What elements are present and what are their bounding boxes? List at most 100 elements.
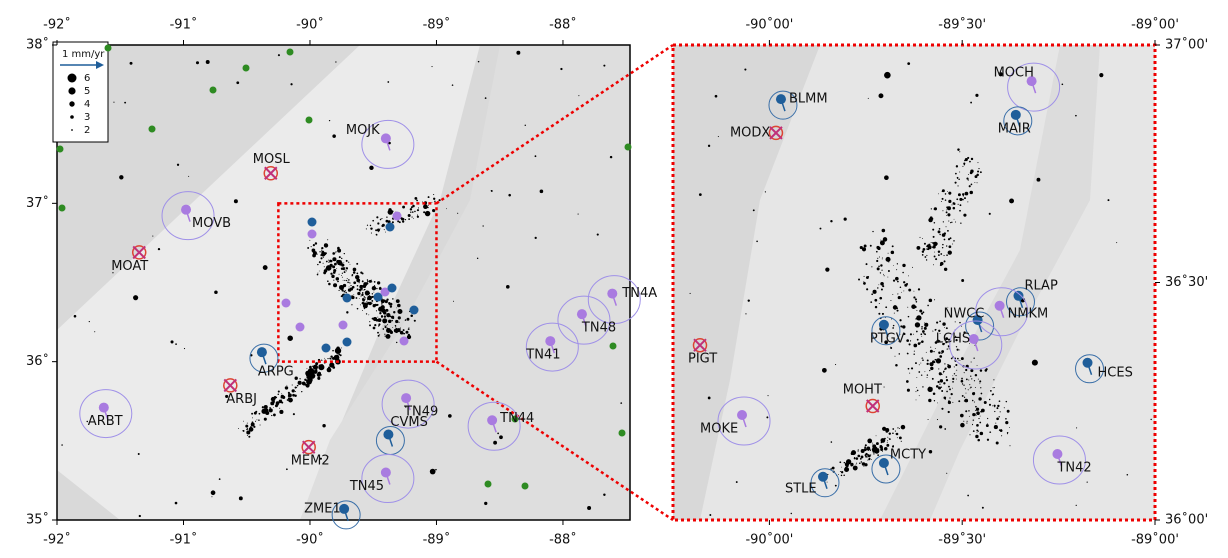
quake xyxy=(957,185,958,186)
quake xyxy=(838,474,839,475)
quake xyxy=(975,374,977,376)
quake xyxy=(946,245,947,246)
station-label: NWCC xyxy=(944,307,985,322)
quake xyxy=(281,393,282,394)
quake xyxy=(926,259,927,260)
quake xyxy=(977,439,980,442)
quake xyxy=(960,360,961,361)
quake xyxy=(1076,427,1077,428)
quake xyxy=(417,216,419,218)
quake xyxy=(875,306,877,308)
quake xyxy=(376,235,377,236)
quake xyxy=(346,267,348,269)
station-label: LCHS xyxy=(936,332,970,347)
quake xyxy=(338,290,339,291)
quake xyxy=(920,333,922,335)
quake xyxy=(1037,178,1041,182)
quake xyxy=(139,515,141,517)
station-label: TN48 xyxy=(581,321,616,336)
quake xyxy=(884,175,889,180)
quake xyxy=(922,386,923,387)
quake xyxy=(917,390,919,392)
quake xyxy=(341,347,342,348)
quake xyxy=(363,282,367,286)
quake xyxy=(328,260,329,261)
quake xyxy=(891,319,892,320)
quake xyxy=(969,434,970,435)
quake xyxy=(397,220,399,222)
quake xyxy=(907,307,908,308)
quake xyxy=(961,357,964,360)
quake xyxy=(933,264,934,265)
quake xyxy=(951,222,952,223)
quake xyxy=(299,378,300,379)
quake xyxy=(365,294,366,295)
quake xyxy=(934,400,935,401)
quake xyxy=(946,379,948,381)
quake xyxy=(989,213,991,215)
quake xyxy=(893,325,894,326)
quake xyxy=(869,458,871,460)
quake xyxy=(843,475,845,477)
quake xyxy=(765,191,766,192)
quake xyxy=(941,408,943,410)
quake xyxy=(287,335,293,341)
quake xyxy=(893,280,895,282)
quake xyxy=(315,362,318,365)
quake xyxy=(756,241,758,243)
quake xyxy=(247,435,248,436)
quake xyxy=(380,287,381,288)
quake xyxy=(273,414,276,417)
quake xyxy=(955,182,957,184)
quake xyxy=(971,361,972,362)
quake xyxy=(858,449,859,450)
quake xyxy=(376,288,377,289)
quake xyxy=(939,383,940,384)
quake xyxy=(709,514,711,516)
quake xyxy=(942,322,945,325)
quake xyxy=(918,371,920,373)
quake xyxy=(253,423,254,424)
quake xyxy=(219,478,221,480)
quake xyxy=(408,334,410,336)
quake xyxy=(903,281,905,283)
lat-tick-label: 37˚ xyxy=(26,195,49,211)
station xyxy=(99,403,109,413)
quake xyxy=(930,363,932,365)
quake xyxy=(745,313,746,314)
quake xyxy=(371,303,372,304)
quake xyxy=(418,207,419,208)
quake xyxy=(391,316,394,319)
quake xyxy=(391,320,392,321)
quake xyxy=(324,243,328,247)
quake xyxy=(880,282,884,286)
quake xyxy=(937,402,938,403)
quake xyxy=(935,258,937,260)
quake xyxy=(255,411,257,413)
quake xyxy=(958,193,961,196)
quake xyxy=(895,277,899,281)
quake xyxy=(239,496,243,500)
quake xyxy=(949,252,951,254)
station-label: MCTY xyxy=(890,448,926,463)
quake xyxy=(385,326,387,328)
quake xyxy=(379,334,380,335)
quake xyxy=(882,313,884,315)
quake xyxy=(247,428,248,429)
quake xyxy=(345,292,347,294)
quake xyxy=(158,248,160,250)
quake xyxy=(992,394,994,396)
quake xyxy=(377,281,380,284)
station xyxy=(383,430,393,440)
quake xyxy=(337,281,339,283)
quake xyxy=(293,413,295,415)
quake xyxy=(943,221,944,222)
quake xyxy=(278,390,280,392)
quake xyxy=(506,285,510,289)
other-station xyxy=(105,45,112,52)
quake xyxy=(941,201,942,202)
quake xyxy=(913,296,915,298)
quake xyxy=(916,246,920,250)
quake xyxy=(913,354,914,355)
quake xyxy=(328,283,331,286)
